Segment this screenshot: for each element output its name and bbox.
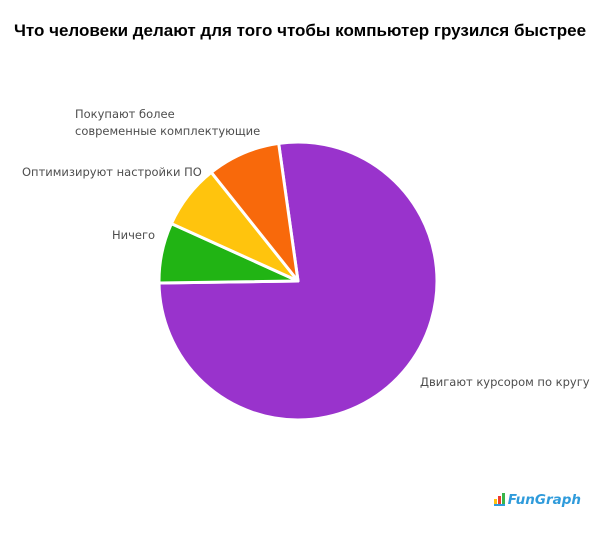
fungraph-logo: FunGraph (493, 492, 581, 508)
slice-label-nothing: Ничего (112, 228, 156, 242)
slice-label-buy-components: Покупают более современные комплектующие (75, 107, 261, 138)
pie-slice-0 (157, 140, 439, 422)
bar-chart-icon-bar (493, 499, 497, 504)
fungraph-logo-text: FunGraph (507, 492, 581, 508)
bar-chart-icon (493, 492, 505, 506)
slice-label-optimize-software: Оптимизируют настройки ПО (22, 165, 202, 179)
slice-label-move-cursor: Двигают курсором по кругу (420, 375, 590, 389)
chart-title: Что человеки делают для того чтобы компь… (13, 21, 587, 40)
pie-slice-3 (209, 141, 300, 283)
bar-chart-icon-bar (501, 493, 505, 504)
bar-chart-icon-bar (497, 496, 501, 504)
